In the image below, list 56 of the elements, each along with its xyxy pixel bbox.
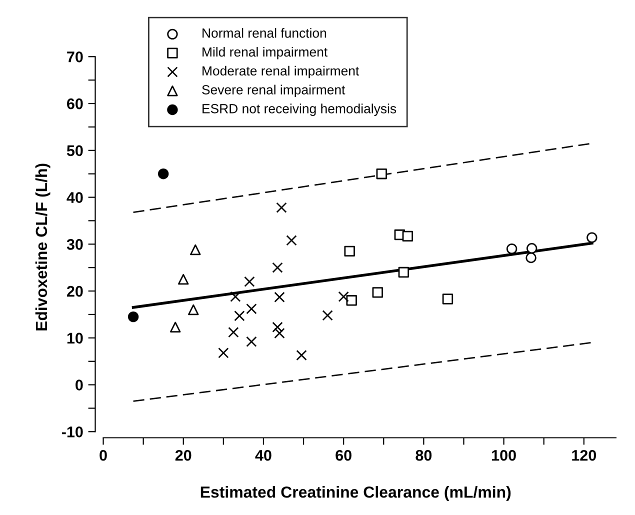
point [526,252,536,264]
point [178,274,189,285]
legend-label: ESRD not receiving hemodialysis [202,104,396,116]
point [272,262,283,273]
x-tick-label: 0 [100,450,107,461]
point [322,310,333,321]
point [246,336,257,348]
legend-label: Severe renal impairment [202,84,346,98]
point [274,292,285,302]
y-tick-label: 30 [66,239,83,250]
legend-label: Normal renal function [202,28,326,38]
point [344,246,355,257]
y-tick-label: 60 [67,98,83,110]
point [272,322,283,332]
x-tick-label: 120 [572,450,596,461]
legend-label: Mild renal impairment [202,46,328,60]
legend-label: Moderate renal impairment [202,66,360,78]
point [128,311,139,322]
point [376,168,387,180]
y-axis-title: Edivoxetine CL/F (L/h) [35,164,50,330]
point [526,243,538,254]
point [286,235,297,246]
point [338,291,349,302]
point [230,291,241,302]
y-tick-label: -10 [62,426,83,438]
point [398,266,410,278]
y-tick-label: 0 [76,380,83,390]
y-tick-label: 70 [67,52,83,62]
point [402,230,414,242]
x-tick-label: 80 [416,450,432,461]
x-axis-title: Estimated Creatinine Clearance (mL/min) [200,486,511,501]
x-tick-label: 100 [492,450,516,461]
point [372,287,383,298]
point [170,322,181,332]
point [274,328,285,339]
y-tick-label: 10 [67,332,83,344]
y-tick-label: 20 [66,286,83,297]
y-tick-label: 40 [66,192,83,203]
point [246,303,257,314]
point [218,348,229,358]
point [244,276,255,288]
point [442,294,454,304]
point [190,244,201,256]
x-tick-label: 40 [255,450,272,461]
point [506,243,518,254]
point [346,295,357,306]
point [234,310,245,322]
point [158,168,169,180]
point [188,304,199,316]
point [296,350,307,361]
x-tick-label: 20 [175,450,192,461]
x-tick-label: 60 [336,450,352,461]
point [586,232,598,243]
point [276,202,287,213]
y-tick-label: 50 [66,145,83,156]
point [228,326,239,338]
